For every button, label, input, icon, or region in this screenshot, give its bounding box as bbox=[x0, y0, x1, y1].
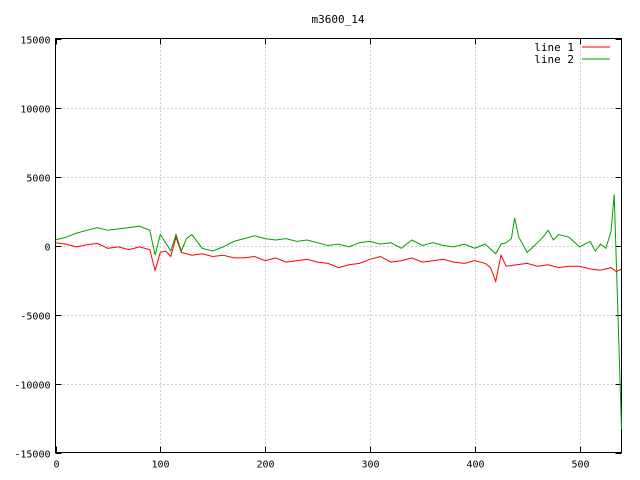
x-tick-label: 300 bbox=[361, 460, 379, 471]
series-line-1 bbox=[55, 235, 622, 284]
plot-area-frame bbox=[55, 38, 622, 453]
x-tick-label: 100 bbox=[151, 460, 169, 471]
legend-label: line 2 bbox=[534, 53, 574, 66]
x-tick-label: 0 bbox=[53, 460, 59, 471]
chart-title: m3600_14 bbox=[312, 13, 365, 26]
series-lines bbox=[55, 194, 622, 430]
x-tick-label: 400 bbox=[466, 460, 484, 471]
y-tick-label: 10000 bbox=[20, 105, 50, 116]
grid-lines bbox=[55, 38, 622, 453]
y-tick-label: 0 bbox=[44, 243, 50, 254]
x-tick-label: 200 bbox=[256, 460, 274, 471]
x-tick-label: 500 bbox=[571, 460, 589, 471]
axis-ticks: 0 100 200 300 400 500 -15000 -10000 -5000 0 5000 10… bbox=[14, 36, 622, 471]
y-tick-label: -5000 bbox=[20, 312, 50, 323]
series-line-2 bbox=[55, 194, 622, 430]
y-tick-label: -10000 bbox=[14, 381, 50, 392]
legend-label: line 1 bbox=[534, 41, 574, 54]
y-tick-label: -15000 bbox=[14, 450, 50, 461]
y-tick-label: 5000 bbox=[26, 174, 50, 185]
y-tick-label: 15000 bbox=[20, 36, 50, 47]
